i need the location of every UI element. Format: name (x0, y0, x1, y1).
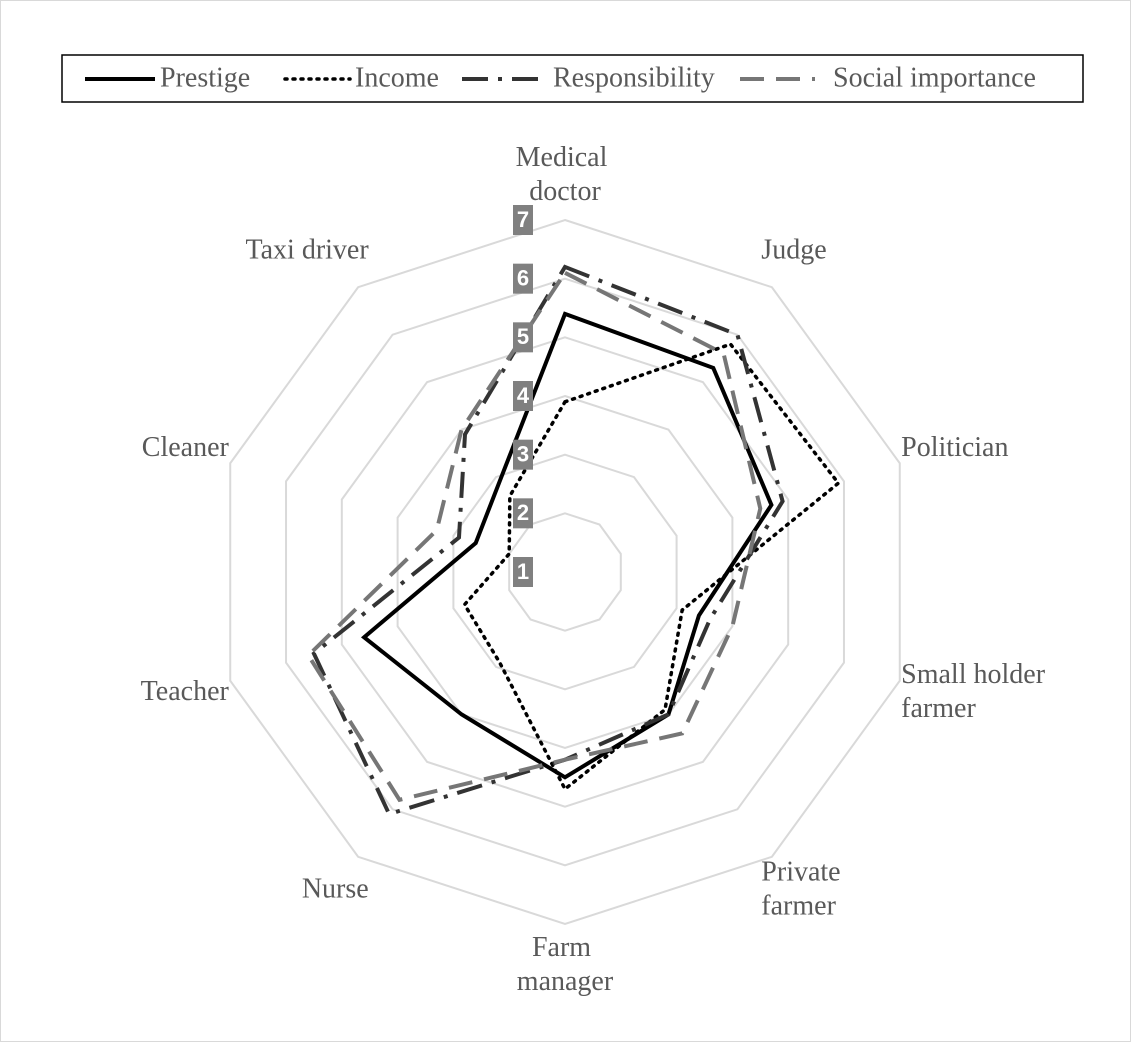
y-tick-label: 4 (517, 383, 530, 408)
category-label-line: farmer (901, 693, 976, 724)
category-label: Cleaner (142, 432, 230, 463)
category-label-line: Small holder (901, 659, 1052, 690)
grid-ring (452, 453, 678, 691)
category-label-line: Judge (761, 235, 826, 266)
category-label: Judge (761, 235, 826, 266)
y-tick-label: 7 (517, 207, 529, 232)
category-label: Medical doctor (516, 142, 615, 207)
grid-ring (340, 336, 790, 808)
category-label: Small holder farmer (901, 659, 1052, 724)
category-label: Teacher (141, 676, 230, 707)
category-label-line: Private (761, 857, 847, 888)
y-tick-label: 6 (517, 265, 529, 290)
category-label-line: Medical (516, 142, 615, 173)
tick-label-box (513, 322, 533, 353)
legend-label: Responsibility (553, 62, 715, 93)
legend-label: Prestige (160, 62, 250, 93)
category-label-line: farmer (761, 891, 836, 922)
y-tick-label: 2 (517, 500, 529, 525)
category-label-line: Cleaner (142, 432, 230, 463)
category-label: Taxi driver (245, 235, 369, 266)
tick-label-box (513, 498, 533, 529)
category-label: Politician (901, 432, 1008, 463)
grid-ring (285, 277, 845, 867)
y-tick-label: 1 (517, 559, 529, 584)
category-label-line: Teacher (141, 676, 230, 707)
y-tick-label: 5 (517, 324, 529, 349)
category-label-line: doctor (529, 176, 601, 207)
grid-ring (508, 512, 622, 632)
category-label-line: Politician (901, 432, 1008, 463)
legend-label: Social importance (833, 62, 1036, 93)
legend-label: Income (355, 62, 439, 93)
tick-label-box (513, 263, 533, 294)
grid-ring (396, 394, 734, 750)
category-label: Farm manager (517, 932, 614, 997)
legend-box (61, 54, 1084, 103)
category-label: Nurse (302, 874, 369, 905)
tick-label-box (513, 557, 533, 587)
tick-label-box (513, 381, 533, 411)
series-line (360, 311, 774, 780)
category-label-line: Taxi driver (245, 235, 369, 266)
tick-label-box (513, 205, 533, 235)
category-label-line: Farm (532, 932, 598, 963)
category-label-line: manager (517, 966, 614, 997)
series-line (305, 270, 763, 803)
y-tick-label: 3 (517, 441, 529, 466)
grid-ring (229, 218, 901, 926)
tick-label-box (513, 439, 533, 470)
category-label: Private farmer (761, 857, 847, 922)
category-label-line: Nurse (302, 874, 369, 905)
